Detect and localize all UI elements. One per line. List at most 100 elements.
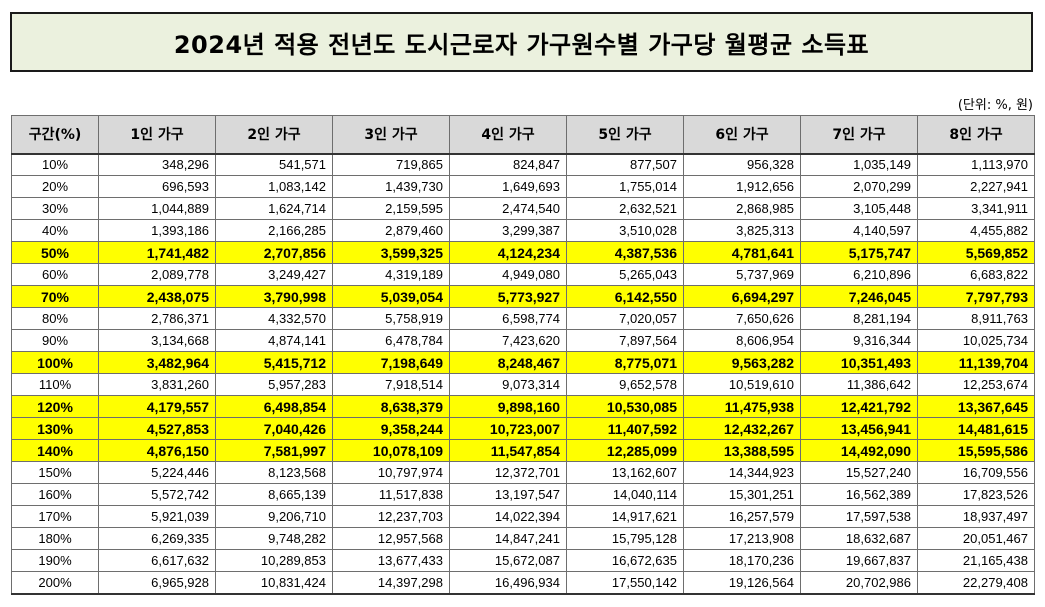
table-row: 30% 1,044,889 1,624,714 2,159,595 2,474,540 2…	[11, 197, 1035, 220]
income-cell: 6,683,822	[917, 263, 1035, 286]
income-cell: 4,332,570	[215, 307, 333, 330]
row-range-label: 10%	[11, 153, 99, 176]
row-range-label: 170%	[11, 505, 99, 528]
income-cell: 7,020,057	[566, 307, 684, 330]
income-cell: 956,328	[683, 153, 801, 176]
income-cell: 9,358,244	[332, 417, 450, 440]
income-cell: 13,677,433	[332, 549, 450, 572]
income-cell: 3,510,028	[566, 219, 684, 242]
income-cell: 18,937,497	[917, 505, 1035, 528]
income-cell: 6,617,632	[98, 549, 216, 572]
income-cell: 10,530,085	[566, 395, 684, 418]
header-household-8: 8인 가구	[917, 115, 1035, 155]
income-cell: 6,269,335	[98, 527, 216, 550]
income-cell: 15,595,586	[917, 439, 1035, 462]
table-row: 120% 4,179,557 6,498,854 8,638,379 9,898,160…	[11, 395, 1035, 418]
income-cell: 1,755,014	[566, 175, 684, 198]
income-cell: 17,823,526	[917, 483, 1035, 506]
income-cell: 11,407,592	[566, 417, 684, 440]
income-cell: 11,475,938	[683, 395, 801, 418]
income-cell: 13,162,607	[566, 461, 684, 484]
header-household-3: 3인 가구	[332, 115, 450, 155]
income-cell: 3,599,325	[332, 241, 450, 264]
income-cell: 824,847	[449, 153, 567, 176]
page-title: 2024년 적용 전년도 도시근로자 가구원수별 가구당 월평균 소득표	[173, 30, 870, 59]
row-range-label: 110%	[11, 373, 99, 396]
row-range-label: 100%	[11, 351, 99, 374]
income-cell: 14,847,241	[449, 527, 567, 550]
income-cell: 5,572,742	[98, 483, 216, 506]
income-cell: 8,606,954	[683, 329, 801, 352]
income-cell: 16,672,635	[566, 549, 684, 572]
income-cell: 8,123,568	[215, 461, 333, 484]
row-range-label: 140%	[11, 439, 99, 462]
row-range-label: 50%	[11, 241, 99, 264]
income-cell: 5,175,747	[800, 241, 918, 264]
header-household-4: 4인 가구	[449, 115, 567, 155]
income-cell: 3,134,668	[98, 329, 216, 352]
income-cell: 18,632,687	[800, 527, 918, 550]
income-cell: 7,423,620	[449, 329, 567, 352]
row-range-label: 60%	[11, 263, 99, 286]
income-cell: 6,498,854	[215, 395, 333, 418]
income-cell: 10,723,007	[449, 417, 567, 440]
income-cell: 17,550,142	[566, 571, 684, 595]
income-cell: 8,638,379	[332, 395, 450, 418]
income-cell: 7,040,426	[215, 417, 333, 440]
income-cell: 14,492,090	[800, 439, 918, 462]
income-cell: 2,786,371	[98, 307, 216, 330]
header-household-7: 7인 가구	[800, 115, 918, 155]
unit-note: (단위: %, 원)	[957, 98, 1033, 113]
income-cell: 6,965,928	[98, 571, 216, 595]
income-cell: 2,089,778	[98, 263, 216, 286]
income-cell: 14,397,298	[332, 571, 450, 595]
income-cell: 11,139,704	[917, 351, 1035, 374]
table-row: 10% 348,296 541,571 719,865 824,847 877,507 95…	[11, 153, 1035, 176]
table-row: 170% 5,921,039 9,206,710 12,237,703 14,022,3…	[11, 505, 1035, 528]
income-cell: 13,367,645	[917, 395, 1035, 418]
income-cell: 7,797,793	[917, 285, 1035, 308]
income-cell: 5,737,969	[683, 263, 801, 286]
income-cell: 2,879,460	[332, 219, 450, 242]
income-cell: 6,210,896	[800, 263, 918, 286]
income-cell: 4,949,080	[449, 263, 567, 286]
table-row: 90% 3,134,668 4,874,141 6,478,784 7,423,620 7…	[11, 329, 1035, 352]
table-row: 100% 3,482,964 5,415,712 7,198,649 8,248,467…	[11, 351, 1035, 374]
income-cell: 10,289,853	[215, 549, 333, 572]
row-range-label: 30%	[11, 197, 99, 220]
income-cell: 5,921,039	[98, 505, 216, 528]
row-range-label: 90%	[11, 329, 99, 352]
income-cell: 9,898,160	[449, 395, 567, 418]
income-cell: 9,652,578	[566, 373, 684, 396]
income-cell: 2,227,941	[917, 175, 1035, 198]
row-range-label: 200%	[11, 571, 99, 595]
income-cell: 20,702,986	[800, 571, 918, 595]
income-cell: 541,571	[215, 153, 333, 176]
income-cell: 7,918,514	[332, 373, 450, 396]
income-cell: 5,957,283	[215, 373, 333, 396]
header-row: 구간(%) 1인 가구 2인 가구 3인 가구 4인 가구 5인 가구 6인 가구 7인 가구…	[11, 115, 1035, 155]
income-cell: 6,478,784	[332, 329, 450, 352]
row-range-label: 150%	[11, 461, 99, 484]
income-cell: 6,694,297	[683, 285, 801, 308]
income-cell: 4,781,641	[683, 241, 801, 264]
income-cell: 8,911,763	[917, 307, 1035, 330]
table-row: 40% 1,393,186 2,166,285 2,879,460 3,299,387 3…	[11, 219, 1035, 242]
table-row: 110% 3,831,260 5,957,283 7,918,514 9,073,314…	[11, 373, 1035, 396]
income-cell: 2,707,856	[215, 241, 333, 264]
income-cell: 13,456,941	[800, 417, 918, 440]
income-cell: 14,481,615	[917, 417, 1035, 440]
income-cell: 16,257,579	[683, 505, 801, 528]
income-cell: 3,299,387	[449, 219, 567, 242]
header-household-1: 1인 가구	[98, 115, 216, 155]
income-cell: 8,775,071	[566, 351, 684, 374]
table-row: 20% 696,593 1,083,142 1,439,730 1,649,693 1,7…	[11, 175, 1035, 198]
income-cell: 696,593	[98, 175, 216, 198]
income-cell: 4,124,234	[449, 241, 567, 264]
income-cell: 7,650,626	[683, 307, 801, 330]
income-cell: 12,253,674	[917, 373, 1035, 396]
header-household-2: 2인 가구	[215, 115, 333, 155]
income-cell: 5,569,852	[917, 241, 1035, 264]
income-cell: 13,388,595	[683, 439, 801, 462]
income-cell: 9,563,282	[683, 351, 801, 374]
